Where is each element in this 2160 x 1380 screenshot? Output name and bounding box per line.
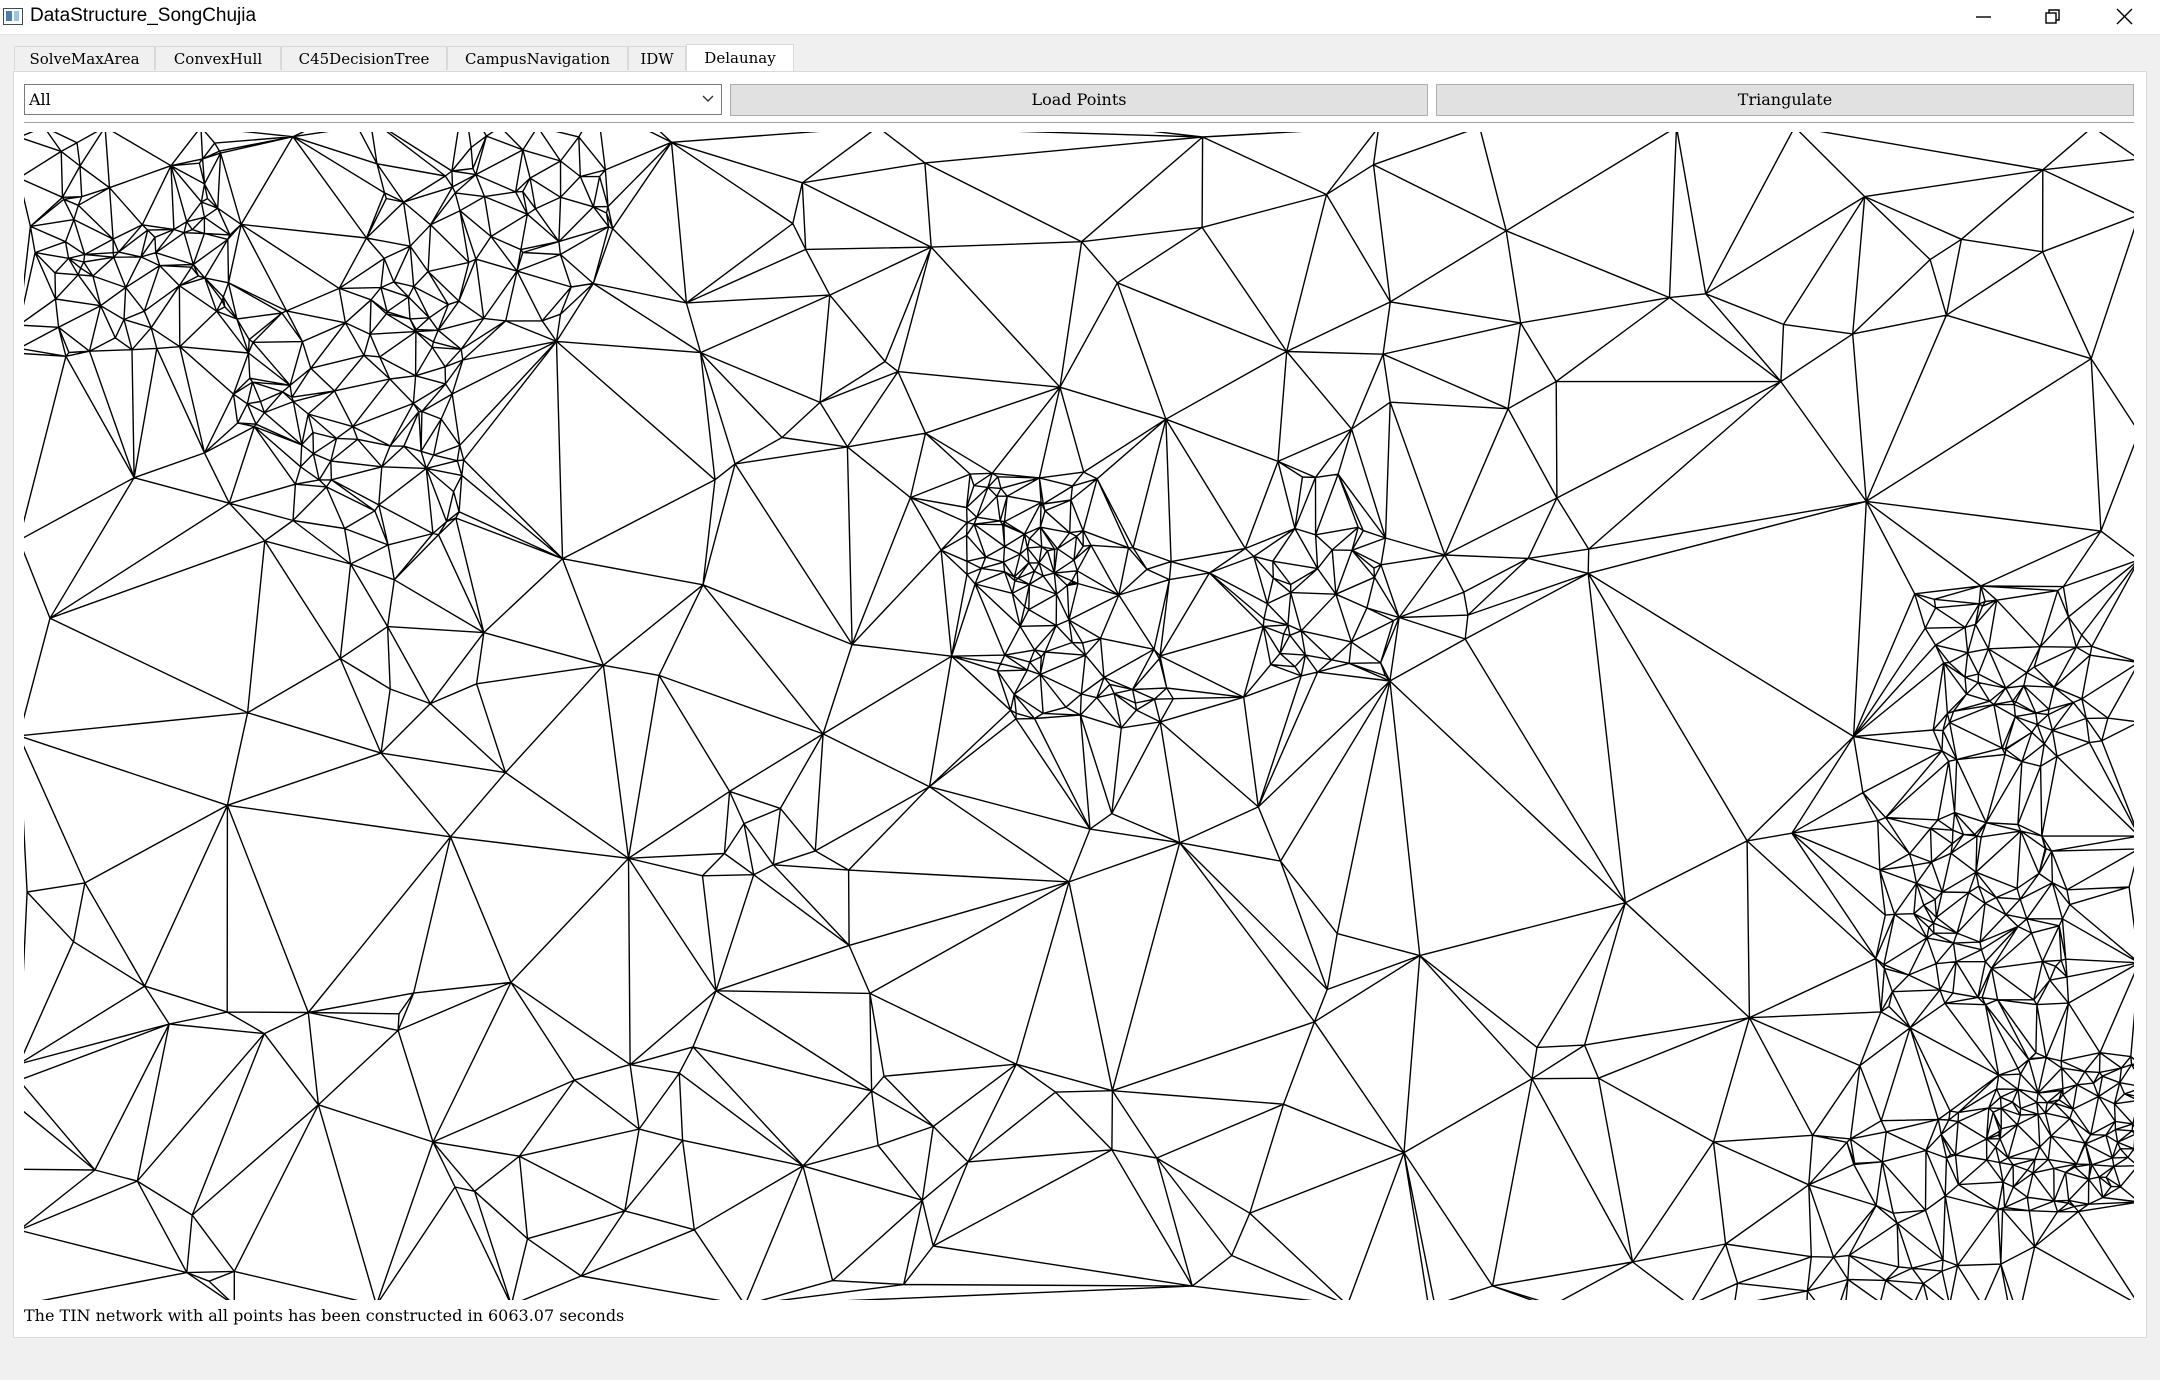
tab-delaunay[interactable]: Delaunay: [686, 44, 794, 72]
load-points-button[interactable]: Load Points: [730, 84, 1428, 116]
tab-c45decisiontree[interactable]: C45DecisionTree: [281, 46, 447, 70]
restore-button[interactable]: [2019, 0, 2088, 34]
chevron-down-icon: [702, 95, 714, 102]
point-set-value: All: [29, 90, 51, 109]
tab-solvemaxarea[interactable]: SolveMaxArea: [14, 46, 155, 70]
close-button[interactable]: [2091, 0, 2160, 34]
window-title: DataStructure_SongChujia: [30, 5, 257, 26]
triangulate-button[interactable]: Triangulate: [1436, 84, 2134, 116]
tab-convexhull[interactable]: ConvexHull: [155, 46, 281, 70]
close-icon: [2116, 8, 2133, 25]
separator: [24, 122, 2134, 123]
point-set-select[interactable]: All: [24, 84, 722, 115]
app-icon: [3, 8, 23, 25]
tin-canvas[interactable]: [24, 132, 2134, 1300]
minimize-button[interactable]: [1950, 0, 2019, 34]
tab-idw[interactable]: IDW: [628, 46, 686, 70]
tin-triangulation-drawing: [24, 132, 2134, 1300]
minimize-icon: [1976, 16, 1991, 18]
status-message: The TIN network with all points has been…: [24, 1306, 625, 1325]
tab-campusnavigation[interactable]: CampusNavigation: [447, 46, 628, 70]
title-bar: DataStructure_SongChujia: [0, 0, 2160, 35]
restore-icon: [2045, 9, 2060, 24]
tin-edges: [24, 132, 2134, 1300]
